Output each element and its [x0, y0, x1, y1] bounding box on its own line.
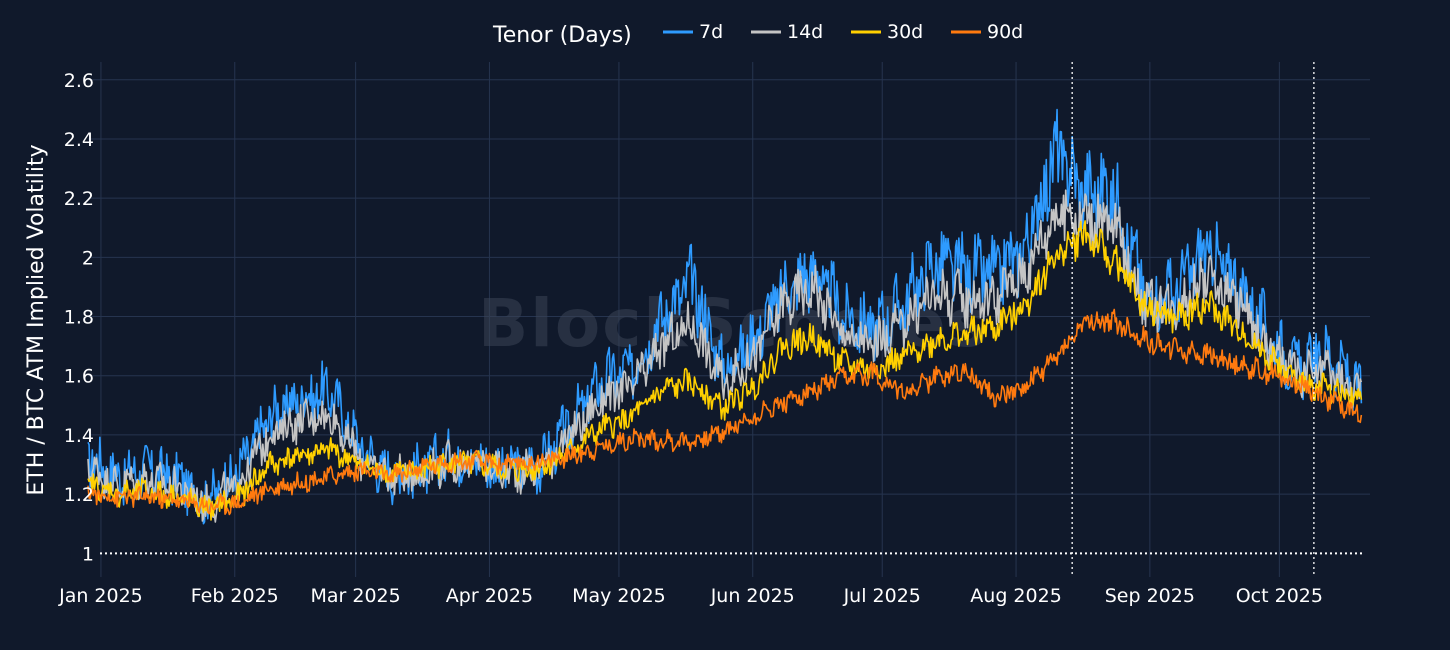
x-tick-label: Jul 2025	[843, 585, 921, 607]
y-tick-label: 1.8	[64, 307, 94, 329]
series-layer	[87, 108, 1363, 525]
y-tick-label: 1	[82, 543, 94, 565]
x-tick-label: Mar 2025	[310, 585, 400, 607]
y-tick-label: 1.2	[64, 484, 94, 506]
legend-label-14d: 14d	[787, 21, 823, 43]
y-axis-title: ETH / BTC ATM Implied Volatility	[24, 144, 49, 495]
x-tick-label: Sep 2025	[1105, 585, 1195, 607]
marker-layer	[100, 62, 1365, 577]
x-tick-label: Jan 2025	[58, 585, 143, 607]
legend-label-90d: 90d	[987, 21, 1023, 43]
series-line-90d	[87, 308, 1363, 516]
legend-label-30d: 30d	[887, 21, 923, 43]
x-tick-label: Apr 2025	[446, 585, 533, 607]
x-tick-label: Oct 2025	[1236, 585, 1323, 607]
y-tick-label: 2	[82, 247, 94, 269]
legend-items: 7d 14d 30d 90d	[663, 21, 1023, 43]
legend-title: Tenor (Days)	[492, 23, 632, 48]
y-tick-label: 1.4	[64, 425, 94, 447]
series-line-30d	[87, 220, 1363, 521]
x-tick-label: Jun 2025	[710, 585, 795, 607]
y-tick-label: 2.2	[64, 188, 94, 210]
legend-label-7d: 7d	[699, 21, 723, 43]
y-tick-label: 2.6	[64, 70, 94, 92]
tick-layer: 1 1.2 1.4 1.6 1.8 2 2.2 2.4 2.6 Jan 2025 Feb 2025 M…	[58, 70, 1323, 607]
legend: Tenor (Days) 7d 14d 30d 90d	[492, 21, 1023, 48]
series-line-14d	[87, 189, 1363, 523]
y-tick-label: 2.4	[64, 129, 94, 151]
x-tick-label: Aug 2025	[970, 585, 1062, 607]
x-tick-label: May 2025	[572, 585, 666, 607]
y-tick-label: 1.6	[64, 366, 94, 388]
x-tick-label: Feb 2025	[191, 585, 279, 607]
